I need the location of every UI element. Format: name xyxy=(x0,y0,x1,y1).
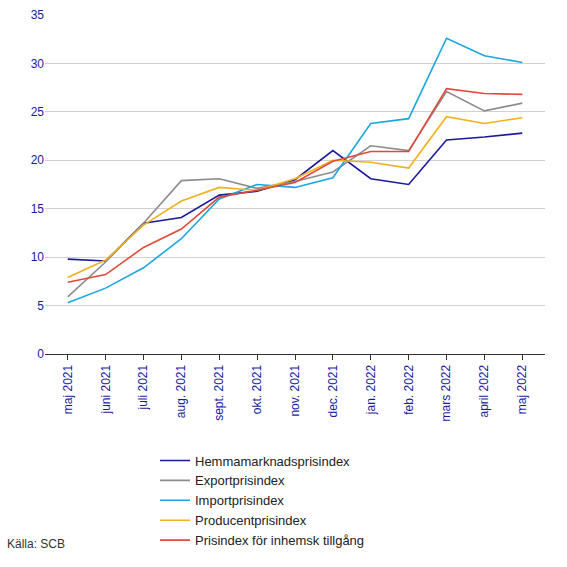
svg-text:Producentprisindex: Producentprisindex xyxy=(195,513,307,528)
svg-text:maj 2021: maj 2021 xyxy=(61,364,75,414)
svg-text:dec. 2021: dec. 2021 xyxy=(326,364,340,417)
svg-text:nov. 2021: nov. 2021 xyxy=(288,364,302,416)
svg-text:jan. 2022: jan. 2022 xyxy=(364,364,378,415)
svg-text:Hemmamarknadsprisindex: Hemmamarknadsprisindex xyxy=(195,454,350,469)
svg-text:feb. 2022: feb. 2022 xyxy=(402,364,416,414)
svg-text:april 2022: april 2022 xyxy=(477,364,491,417)
svg-text:15: 15 xyxy=(31,202,45,216)
svg-text:30: 30 xyxy=(31,57,45,71)
svg-text:mars 2022: mars 2022 xyxy=(439,364,453,421)
svg-text:aug. 2021: aug. 2021 xyxy=(174,364,188,418)
svg-text:okt. 2021: okt. 2021 xyxy=(250,364,264,414)
svg-text:juli 2021: juli 2021 xyxy=(136,364,150,410)
svg-text:maj 2022: maj 2022 xyxy=(515,364,529,414)
svg-text:5: 5 xyxy=(37,299,44,313)
svg-text:0: 0 xyxy=(37,347,44,361)
svg-text:Importprisindex: Importprisindex xyxy=(195,493,284,508)
svg-text:Exportprisindex: Exportprisindex xyxy=(195,473,285,488)
svg-text:Källa: SCB: Källa: SCB xyxy=(7,537,65,551)
svg-text:Prisindex för inhemsk tillgång: Prisindex för inhemsk tillgång xyxy=(195,533,364,548)
svg-text:sept. 2021: sept. 2021 xyxy=(212,364,226,420)
svg-text:10: 10 xyxy=(31,250,45,264)
svg-text:juni 2021: juni 2021 xyxy=(99,364,113,414)
svg-text:35: 35 xyxy=(31,8,45,22)
svg-text:20: 20 xyxy=(31,153,45,167)
svg-text:25: 25 xyxy=(31,105,45,119)
